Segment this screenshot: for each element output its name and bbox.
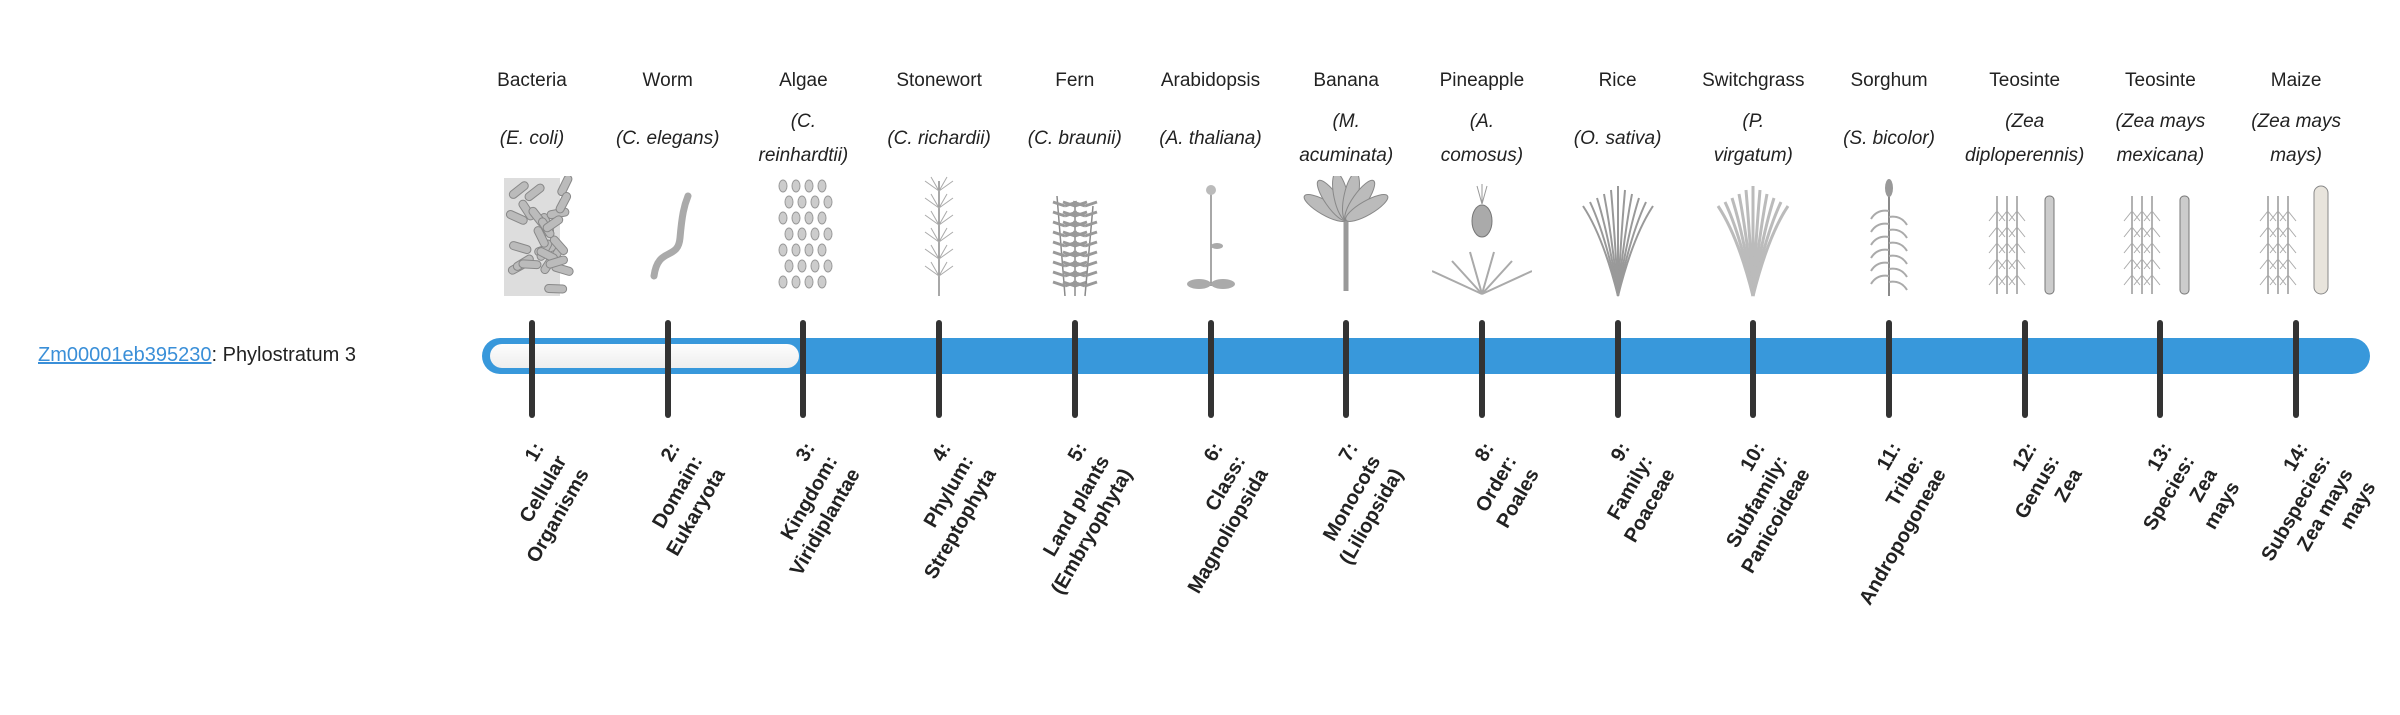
phylostratum-bar-empty-track — [490, 344, 799, 368]
phylostratum-tick — [1479, 320, 1485, 418]
phylostratum-tick — [2293, 320, 2299, 418]
latin-line: (C. elegans) — [594, 122, 742, 156]
organism-name: Banana — [1278, 68, 1414, 94]
organism-name: Switchgrass — [1685, 68, 1821, 94]
organism-name: Pineapple — [1414, 68, 1550, 94]
phylostratum-tick — [1615, 320, 1621, 418]
worm-icon — [618, 176, 718, 298]
organism-name: Fern — [1007, 68, 1143, 94]
latin-line: comosus) — [1408, 139, 1556, 173]
teosinte-icon — [2110, 176, 2210, 298]
organism-name: Algae — [735, 68, 871, 94]
arabidopsis-icon — [1161, 176, 1261, 298]
organism-latin-name: (C. reinhardtii) — [729, 104, 877, 174]
fern-icon — [1025, 176, 1125, 298]
latin-line: (E. coli) — [458, 122, 606, 156]
latin-line: (Zea mays — [2086, 105, 2234, 139]
organism-latin-name: (P. virgatum) — [1679, 104, 1827, 174]
organism-latin-name: (M. acuminata) — [1272, 104, 1420, 174]
switchgrass-icon — [1703, 176, 1803, 298]
stonewort-icon — [889, 176, 989, 298]
latin-line: (M. — [1272, 105, 1420, 139]
organism-latin-name: (A. comosus) — [1408, 104, 1556, 174]
phylostratum-tick — [800, 320, 806, 418]
latin-line: diploperennis) — [1951, 139, 2099, 173]
organism-name: Rice — [1550, 68, 1686, 94]
maize-icon — [2246, 176, 2346, 298]
latin-line: (A. — [1408, 105, 1556, 139]
phylostratum-tick — [1343, 320, 1349, 418]
organism-latin-name: (A. thaliana) — [1137, 104, 1285, 174]
organism-latin-name: (C. richardii) — [865, 104, 1013, 174]
bacteria-icon — [482, 176, 582, 298]
organism-latin-name: (O. sativa) — [1544, 104, 1692, 174]
latin-line: (C. braunii) — [1001, 122, 1149, 156]
organism-latin-name: (Zea diploperennis) — [1951, 104, 2099, 174]
algae-icon — [753, 176, 853, 298]
organism-name: Arabidopsis — [1143, 68, 1279, 94]
gene-id-link[interactable]: Zm00001eb395230 — [38, 344, 211, 366]
latin-line: (S. bicolor) — [1815, 122, 1963, 156]
gene-label: Zm00001eb395230: Phylostratum 3 — [38, 340, 356, 370]
organism-name: Teosinte — [2092, 68, 2228, 94]
organism-latin-name: (E. coli) — [458, 104, 606, 174]
pineapple-icon — [1432, 176, 1532, 298]
organism-name: Maize — [2228, 68, 2364, 94]
latin-line: (Zea mays — [2222, 105, 2370, 139]
latin-line: (C. — [729, 105, 877, 139]
organism-name: Worm — [600, 68, 736, 94]
latin-line: (P. — [1679, 105, 1827, 139]
latin-line: acuminata) — [1272, 139, 1420, 173]
phylostratum-tick — [1886, 320, 1892, 418]
latin-line: mays) — [2222, 139, 2370, 173]
sorghum-icon — [1839, 176, 1939, 298]
organism-latin-name: (C. braunii) — [1001, 104, 1149, 174]
banana-icon — [1296, 176, 1396, 298]
phylostratum-text: : Phylostratum 3 — [211, 344, 356, 366]
organism-name: Stonewort — [871, 68, 1007, 94]
teosinte-icon — [1975, 176, 2075, 298]
latin-line: reinhardtii) — [729, 139, 877, 173]
organism-latin-name: (C. elegans) — [594, 104, 742, 174]
latin-line: (Zea — [1951, 105, 2099, 139]
phylostratum-tick — [2157, 320, 2163, 418]
organism-name: Sorghum — [1821, 68, 1957, 94]
phylostratum-tick — [1208, 320, 1214, 418]
phylostratum-tick — [936, 320, 942, 418]
organism-latin-name: (Zea mays mays) — [2222, 104, 2370, 174]
phylostratum-tick — [1072, 320, 1078, 418]
latin-line: (O. sativa) — [1544, 122, 1692, 156]
latin-line: (A. thaliana) — [1137, 122, 1285, 156]
organism-name: Teosinte — [1957, 68, 2093, 94]
phylostratum-tick — [2022, 320, 2028, 418]
organism-name: Bacteria — [464, 68, 600, 94]
phylostratum-tick — [1750, 320, 1756, 418]
latin-line: (C. richardii) — [865, 122, 1013, 156]
organism-latin-name: (S. bicolor) — [1815, 104, 1963, 174]
phylostratum-tick — [665, 320, 671, 418]
rice-icon — [1568, 176, 1668, 298]
organism-latin-name: (Zea mays mexicana) — [2086, 104, 2234, 174]
latin-line: mexicana) — [2086, 139, 2234, 173]
phylostratum-tick — [529, 320, 535, 418]
latin-line: virgatum) — [1679, 139, 1827, 173]
